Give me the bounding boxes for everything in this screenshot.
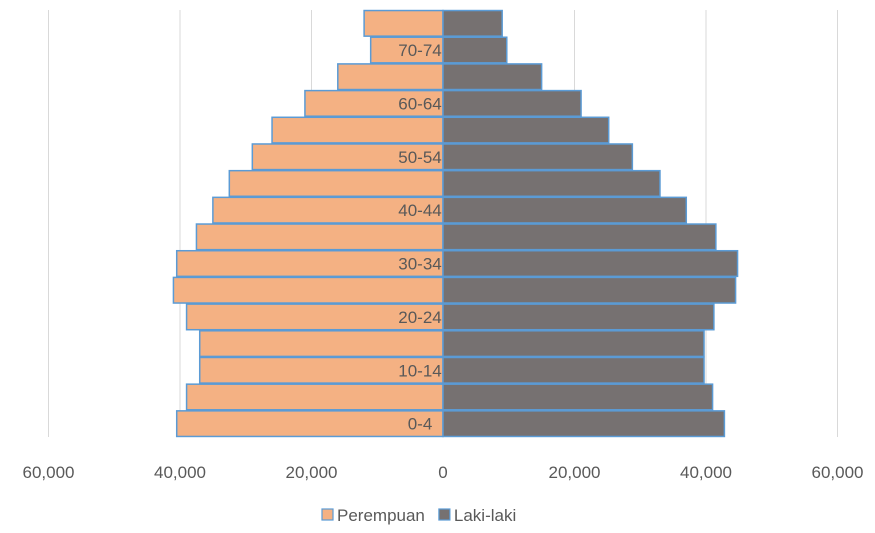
category-label: 30-34 xyxy=(398,255,441,274)
bar-laki-laki-50-54 xyxy=(442,143,634,171)
x-tick-labels: 60,000 40,000 20,000 0 20,000 40,000 60,000 xyxy=(23,463,864,482)
bar-perempuan-25-29 xyxy=(172,276,444,304)
x-tick-label: 40,000 xyxy=(680,463,732,482)
bar-perempuan-15-19 xyxy=(198,330,444,358)
bar-perempuan-50-54 xyxy=(251,143,444,171)
legend-label-laki-laki: Laki-laki xyxy=(454,506,516,525)
bar-perempuan-0-4 xyxy=(175,410,444,438)
category-label: 10-14 xyxy=(398,361,441,380)
category-label: 50-54 xyxy=(398,148,441,167)
bar-perempuan-35-39 xyxy=(195,223,444,251)
bar-laki-laki-60-64 xyxy=(442,89,582,117)
bar-laki-laki-35-39 xyxy=(442,223,717,251)
bar-perempuan-45-49 xyxy=(228,169,444,198)
bar-perempuan-75+ xyxy=(363,9,444,37)
bar-laki-laki-30-34 xyxy=(442,249,739,278)
bar-laki-laki-5-9 xyxy=(442,383,714,411)
legend-swatch-laki-laki xyxy=(438,508,451,521)
bar-laki-laki-25-29 xyxy=(442,276,737,304)
x-tick-label: 20,000 xyxy=(286,463,338,482)
category-label: 70-74 xyxy=(398,41,441,60)
category-label: 60-64 xyxy=(398,94,441,113)
x-tick-label: 0 xyxy=(438,463,447,482)
bar-laki-laki-45-49 xyxy=(442,169,661,198)
bar-laki-laki-10-14 xyxy=(442,356,705,384)
x-tick-label: 60,000 xyxy=(812,463,864,482)
bar-laki-laki-15-19 xyxy=(442,330,705,358)
bar-laki-laki-20-24 xyxy=(442,303,715,331)
bar-laki-laki-0-4 xyxy=(442,410,726,438)
x-tick-label: 60,000 xyxy=(23,463,75,482)
bar-perempuan-65-69 xyxy=(337,63,444,91)
bar-laki-laki-40-44 xyxy=(442,196,688,224)
legend-label-perempuan: Perempuan xyxy=(337,506,425,525)
bar-perempuan-5-9 xyxy=(185,383,444,411)
bar-laki-laki-55-59 xyxy=(442,116,610,144)
legend-swatch-perempuan xyxy=(321,508,334,521)
category-labels: 0-4 10-14 20-24 30-34 40-44 50-54 60-64 70-74 xyxy=(398,41,441,434)
x-tick-label: 20,000 xyxy=(549,463,601,482)
bar-perempuan-70-74 xyxy=(369,36,444,64)
bar-perempuan-10-14 xyxy=(198,356,444,384)
legend: Perempuan Laki-laki xyxy=(321,506,516,525)
bar-laki-laki-65-69 xyxy=(442,63,543,91)
category-label: 40-44 xyxy=(398,201,441,220)
bar-perempuan-55-59 xyxy=(271,116,444,144)
bar-perempuan-40-44 xyxy=(212,196,444,224)
category-label: 20-24 xyxy=(398,308,441,327)
x-tick-label: 40,000 xyxy=(154,463,206,482)
bar-laki-laki-70-74 xyxy=(442,36,508,64)
bar-laki-laki-75+ xyxy=(442,9,503,37)
category-label: 0-4 xyxy=(408,415,433,434)
bars xyxy=(172,9,739,438)
bar-perempuan-60-64 xyxy=(304,89,444,117)
